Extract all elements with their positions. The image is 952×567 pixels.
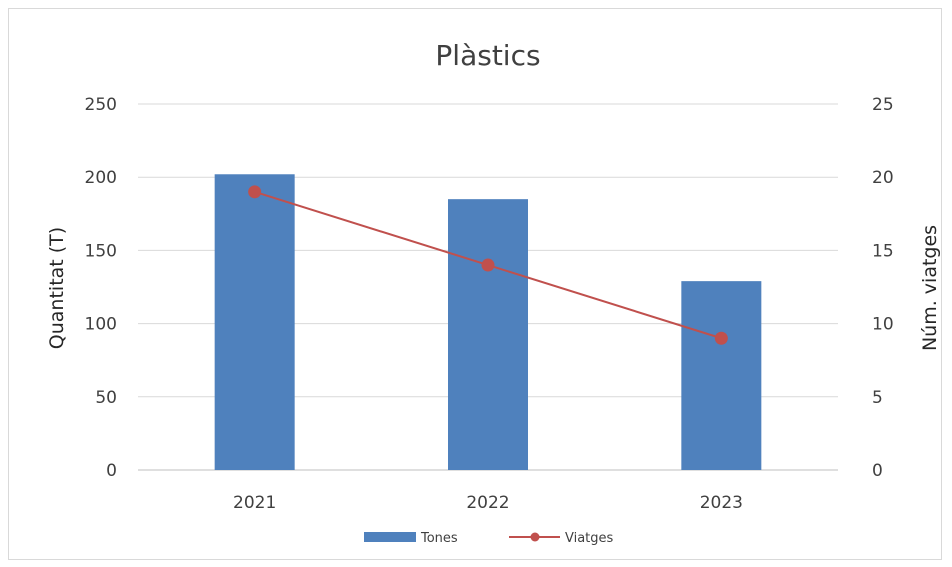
legend-marker-viatges	[530, 532, 540, 542]
x-axis-ticks: 2021 2022 2023	[233, 493, 743, 513]
point-viatges-2022	[481, 258, 495, 272]
line-series	[248, 185, 728, 345]
bar-2021	[214, 174, 295, 470]
y2-tick-label: 15	[872, 241, 894, 261]
x-tick-label: 2021	[233, 493, 276, 513]
bar-2022	[448, 199, 528, 470]
legend-label-viatges: Viatges	[565, 531, 614, 546]
y2-tick-label: 5	[872, 388, 883, 408]
y-tick-label: 250	[85, 95, 117, 115]
point-viatges-2021	[248, 185, 262, 199]
bar-2023	[681, 281, 762, 470]
y2-tick-label: 20	[872, 168, 894, 188]
bars	[214, 174, 762, 470]
y2-axis-label: Núm. viatges	[919, 225, 941, 351]
y-tick-label: 200	[85, 168, 117, 188]
y2-tick-label: 0	[872, 461, 883, 481]
legend: Tones Viatges	[364, 531, 614, 546]
y-axis-ticks: 0 50 100 150 200 250	[85, 95, 117, 481]
x-tick-label: 2023	[700, 493, 743, 513]
y-axis-label: Quantitat (T)	[46, 227, 68, 349]
y2-tick-label: 10	[872, 315, 894, 335]
x-tick-label: 2022	[466, 493, 509, 513]
legend-swatch-tones	[364, 532, 416, 542]
y-tick-label: 150	[85, 241, 117, 261]
y2-tick-label: 25	[872, 95, 894, 115]
y-tick-label: 50	[95, 388, 117, 408]
y-tick-label: 100	[85, 315, 117, 335]
chart-title: Plàstics	[435, 39, 540, 72]
y-tick-label: 0	[106, 461, 117, 481]
y2-axis-ticks: 0 5 10 15 20 25	[872, 95, 894, 481]
legend-label-tones: Tones	[420, 531, 458, 546]
point-viatges-2023	[714, 331, 728, 345]
